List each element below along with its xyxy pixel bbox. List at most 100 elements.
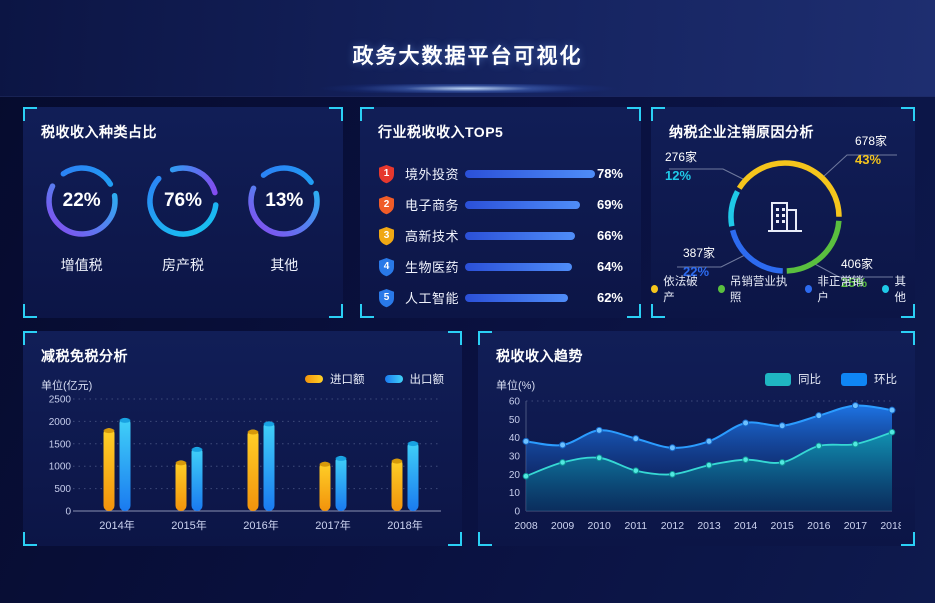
legend-label: 非正常销户 [817,276,864,304]
point-环比 [632,435,640,443]
bar-fill [464,169,595,178]
bar-fill [464,200,580,209]
ring-label: 增值税 [60,257,103,273]
bar-出口额 [191,446,203,511]
ring-item-vat: 22% 增值税 [34,162,130,275]
bar-track [464,262,597,271]
legend-item-yifapochan[interactable]: 依法破产 [651,273,705,305]
axis-label: 20 [509,470,521,481]
legend-dot [882,285,890,293]
point-同比 [595,454,603,462]
point-环比 [595,426,603,434]
donut-ring [248,165,321,237]
bar-进口额 [247,429,259,511]
legend-label: 依法破产 [663,276,698,304]
bar-cap [263,421,275,427]
bar-cap [175,460,187,466]
callout-count: 276家 [665,150,698,164]
tax-trend-chart: 0 10 20 30 40 50 60 2008 2009 2010 2011 2012 2013 201… [509,397,901,533]
bar-cap [103,428,115,434]
axis-label: 2016 [807,520,831,532]
point-环比 [778,422,786,430]
axis-label: 0 [65,507,71,518]
legend-label: 其他 [894,276,906,304]
axis-label: 1000 [49,462,72,473]
callout-count: 387家 [683,246,716,260]
panel-title: 纳税企业注销原因分析 [669,124,814,140]
legend-dot [717,285,725,293]
ring-group: 22% 增值税 76% 房产税 [23,142,343,275]
panel-title: 减税免税分析 [41,348,128,364]
top5-row: 4 生物医药 64% [378,251,623,282]
bar-cap [319,461,331,467]
panel-title: 税收收入种类占比 [41,124,157,140]
bar-track [464,169,597,178]
legend-item-diaoxiao[interactable]: 吊销营业执照 [717,273,793,305]
bar-进口额 [319,461,331,511]
ring-percentage: 76% [163,190,202,211]
point-同比 [705,461,713,469]
panel-title: 税收收入趋势 [496,348,583,364]
ring-label: 房产税 [161,257,204,273]
legend-item-mom[interactable]: 环比 [841,371,897,387]
legend-label: 出口额 [409,374,445,386]
point-同比 [559,459,566,466]
point-同比 [778,459,786,466]
axis-label: 0 [514,507,520,518]
point-同比 [888,428,896,436]
axis-label: 2018 [880,520,901,532]
cancellation-donut [728,160,842,274]
axis-label: 2014 [734,520,758,532]
bar-cap [119,418,131,423]
axis-label: 1500 [49,439,72,450]
donut-segment [728,160,842,274]
axis-label: 40 [509,433,521,444]
panel-tax-type-share: 税收收入种类占比 22% 增值税 76% [23,107,343,318]
rank-badge-icon: 3 [378,226,395,246]
industry-top5-rows: 1 境外投资 78% 2 电子商务 69% 3 高新技术 66% 4 生物医药 64% 5 人工智能 62% [360,142,641,313]
rank-badge-icon: 4 [378,257,395,277]
axis-label: 2000 [49,417,72,428]
bar-value: 78% [596,166,623,181]
legend-item-yoy[interactable]: 同比 [765,371,821,387]
area-同比 [526,432,892,511]
industry-label: 人工智能 [405,291,460,306]
yoy-swatch [765,372,791,386]
axis-label: 2010 [588,520,612,532]
bar-value: 64% [596,259,623,274]
legend-item-import[interactable]: 进口额 [305,371,365,387]
bar-cap [407,441,419,447]
unit-label: 单位(亿元) [41,380,93,392]
legend-item-feizhengchang[interactable]: 非正常销户 [805,273,869,305]
building-icon [768,202,802,232]
legend-item-qita[interactable]: 其他 [882,273,915,305]
axis-label: 2012 [661,520,685,532]
panel-cancellation-reasons: 纳税企业注销原因分析 678家 43% 276家 12% 387家 22% [651,107,915,318]
axis-label: 2018年 [387,518,422,532]
ring-percentage: 13% [265,190,304,211]
legend-label: 环比 [874,374,897,386]
point-环比 [851,402,859,410]
bar-fill [464,231,575,240]
axis-label: 30 [509,452,521,463]
legend-label: 同比 [798,374,821,386]
axis-label: 2011 [625,520,648,532]
donut-segments [728,160,842,274]
ring-label: 其他 [270,257,299,273]
bar-出口额 [119,417,131,511]
bar-value: 69% [596,197,623,212]
rank-badge-icon: 2 [378,195,395,215]
industry-label: 生物医药 [405,260,460,275]
axis-label: 60 [509,397,521,408]
legend-item-export[interactable]: 出口额 [384,371,445,387]
point-环比 [522,437,530,445]
industry-label: 高新技术 [405,229,460,244]
axis-label: 500 [54,484,71,495]
rank-badge-icon: 5 [378,288,395,308]
callout-count: 406家 [841,257,874,271]
point-环比 [815,412,823,420]
donut-ring [147,165,219,237]
axis-label: 2015 [771,520,795,532]
mom-swatch [841,372,867,386]
